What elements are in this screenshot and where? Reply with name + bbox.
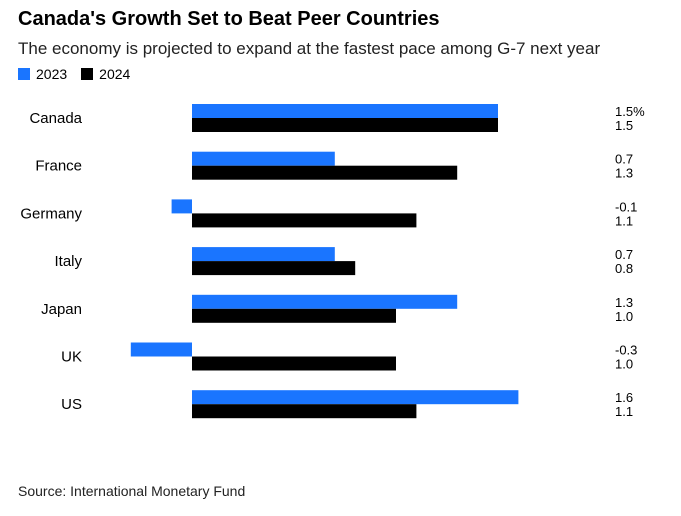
value-label-us-2024: 1.1 [615, 404, 633, 419]
category-label-us: US [61, 396, 82, 413]
bar-us-2023 [192, 390, 519, 405]
bar-canada-2024 [192, 118, 498, 132]
value-label-germany-2023: -0.1 [615, 199, 637, 214]
bar-japan-2024 [192, 308, 396, 323]
value-label-canada-2023: 1.5% [615, 104, 645, 119]
value-label-italy-2023: 0.7 [615, 247, 633, 262]
category-label-france: France [35, 158, 82, 175]
category-label-italy: Italy [54, 253, 82, 270]
bar-italy-2023 [192, 247, 335, 262]
bar-france-2024 [192, 165, 458, 180]
legend-swatch-2024 [81, 68, 94, 80]
chart-subtitle: The economy is projected to expand at th… [18, 39, 601, 58]
legend-swatch-2023 [18, 68, 30, 80]
value-label-italy-2024: 0.8 [615, 261, 633, 276]
chart-title: Canada's Growth Set to Beat Peer Countri… [18, 8, 440, 30]
source-note: Source: International Monetary Fund [18, 483, 246, 499]
legend: 2023 2024 [18, 66, 144, 82]
value-label-uk-2024: 1.0 [615, 357, 633, 372]
bar-uk-2024 [192, 356, 396, 371]
value-label-france-2023: 0.7 [615, 152, 633, 167]
bar-uk-2023 [130, 342, 192, 357]
legend-label-2023: 2023 [36, 66, 68, 82]
bar-italy-2024 [192, 261, 356, 276]
category-label-japan: Japan [41, 301, 82, 318]
bar-germany-2024 [192, 213, 417, 228]
value-label-japan-2023: 1.3 [615, 295, 633, 310]
category-label-uk: UK [61, 349, 82, 366]
value-label-uk-2023: -0.3 [615, 343, 637, 358]
value-label-france-2024: 1.3 [615, 166, 633, 181]
category-label-canada: Canada [29, 110, 82, 127]
legend-item-2024: 2024 [81, 66, 130, 82]
bar-germany-2023 [171, 199, 192, 214]
bar-us-2024 [192, 404, 417, 419]
category-label-germany: Germany [20, 205, 82, 222]
bar-france-2023 [192, 151, 335, 166]
value-label-japan-2024: 1.0 [615, 309, 633, 324]
legend-item-2023: 2023 [18, 66, 67, 82]
value-label-germany-2024: 1.1 [615, 213, 633, 228]
legend-label-2024: 2024 [99, 66, 131, 82]
value-label-us-2023: 1.6 [615, 390, 633, 405]
bar-japan-2023 [192, 294, 458, 309]
value-label-canada-2024: 1.5 [615, 118, 633, 133]
bar-canada-2023 [192, 104, 498, 118]
